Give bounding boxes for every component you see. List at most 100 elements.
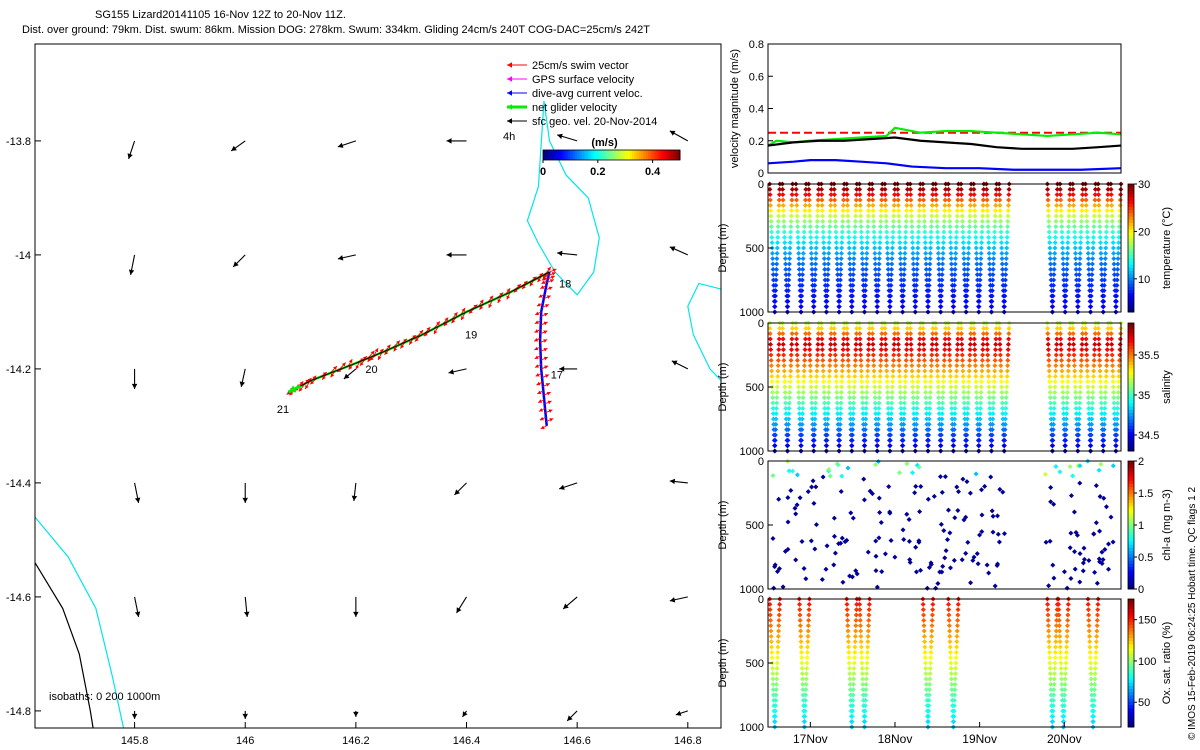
swim-vector-arrow (534, 320, 542, 325)
map-x-tick-label: 145.8 (121, 735, 149, 747)
temperature-point (938, 293, 944, 299)
temperature-point (795, 240, 801, 246)
temperature-point (863, 282, 869, 288)
temperature-point (769, 250, 775, 256)
salinity-point (1005, 352, 1011, 358)
temperature-point (1077, 245, 1083, 251)
temperature-point (789, 202, 795, 208)
salinity-point (1098, 400, 1104, 406)
temperature-point (847, 256, 853, 262)
salinity-point (824, 443, 830, 449)
oxygen-point (1093, 660, 1099, 666)
salinity-point (1045, 336, 1051, 342)
chlorophyll-point (875, 459, 881, 465)
temperature-point (888, 288, 894, 294)
temperature-point (864, 240, 870, 246)
temperature-point (960, 229, 966, 235)
chlorophyll-point (1106, 541, 1112, 547)
salinity-point (914, 411, 920, 417)
oxygen-point (865, 639, 871, 645)
oxygen-point (857, 612, 863, 618)
salinity-point (1005, 363, 1011, 369)
oxygen-point (853, 617, 859, 623)
map-colorbar-cell (547, 150, 551, 160)
day-marker-label: 18 (559, 278, 571, 290)
salinity-point (915, 373, 921, 379)
swim-vector-arrow-head (546, 391, 551, 396)
oxygen-point (865, 633, 871, 639)
salinity-point (952, 400, 958, 406)
temperature-point (828, 186, 834, 192)
oxygen-point (1092, 687, 1098, 693)
salinity-point (776, 336, 782, 342)
salinity-point (1089, 405, 1095, 411)
temperature-point (990, 266, 996, 272)
salinity-point (1003, 405, 1009, 411)
swim-vector-arrow-head (299, 381, 304, 386)
chlorophyll-point (854, 571, 860, 577)
chlorophyll-point (1092, 569, 1098, 575)
temperature-point (951, 282, 957, 288)
oxygen-point (850, 687, 856, 693)
salinity-point (1063, 416, 1069, 422)
salinity-point (913, 432, 919, 438)
chlorophyll-colorbar-cell (1128, 579, 1134, 584)
temperature-point (921, 218, 927, 224)
salinity-point (813, 384, 819, 390)
temperature-point (821, 240, 827, 246)
chlorophyll-point (979, 487, 985, 493)
salinity-point (831, 331, 837, 337)
temperature-point (1113, 298, 1119, 304)
salinity-point (814, 357, 820, 363)
temperature-point (973, 234, 979, 240)
swim-vector-arrow-head (535, 364, 540, 368)
temperature-point (1003, 266, 1009, 272)
chlorophyll-point (904, 511, 910, 517)
chlorophyll-colorbar-cell (1128, 509, 1134, 513)
oxygen-point (954, 633, 960, 639)
chlorophyll-point (1042, 471, 1048, 477)
salinity-point (1103, 384, 1109, 390)
salinity-point (1117, 341, 1123, 347)
temperature-point (848, 277, 854, 283)
salinity-point (908, 341, 914, 347)
legend-arrow-head (507, 76, 512, 82)
temperature-point (902, 250, 908, 256)
temperature-point (877, 229, 883, 235)
temperature-point (891, 197, 897, 203)
chlorophyll-colorbar-cell (1128, 573, 1134, 577)
salinity-point (858, 357, 864, 363)
salinity-point (1096, 331, 1102, 337)
salinity-point (887, 443, 893, 449)
oxygen-point (953, 649, 959, 655)
temperature-point (914, 277, 920, 283)
temperature-colorbar-cell (1128, 209, 1134, 214)
salinity-point (1078, 373, 1084, 379)
temperature-colorbar-cell (1128, 296, 1134, 300)
salinity-point (1067, 325, 1073, 331)
temperature-point (1003, 261, 1009, 267)
chlorophyll-colorbar-cell (1128, 560, 1134, 564)
salinity-colorbar-cell (1128, 355, 1134, 359)
salinity-colorbar-cell (1128, 435, 1134, 439)
salinity-point (1002, 432, 1008, 438)
salinity-point (889, 400, 895, 406)
salinity-y-tick-label: 1000 (740, 446, 764, 458)
temperature-point (1053, 218, 1059, 224)
swim-vector-arrow (451, 316, 457, 324)
oxygen-point (946, 601, 952, 607)
temperature-point (940, 250, 946, 256)
salinity-point (1050, 437, 1056, 443)
sfc-geo-velocity-arrow-head (563, 603, 569, 609)
salinity-point (889, 389, 895, 395)
temperature-point (986, 240, 992, 246)
swim-vector-arrow-head (488, 303, 492, 308)
chlorophyll-point (1077, 480, 1083, 486)
temperature-point (864, 245, 870, 251)
salinity-point (990, 421, 996, 427)
temperature-point (796, 266, 802, 272)
salinity-point (989, 427, 995, 433)
temperature-point (966, 245, 972, 251)
salinity-point (993, 336, 999, 342)
temperature-point (865, 218, 871, 224)
